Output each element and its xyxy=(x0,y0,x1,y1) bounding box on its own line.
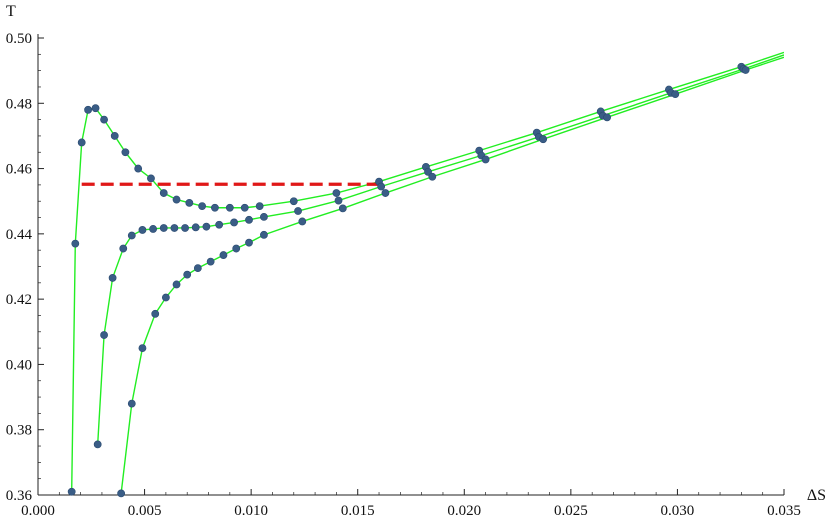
data-point-s3 xyxy=(183,270,192,279)
data-point-s3 xyxy=(381,189,390,197)
data-point-s3 xyxy=(603,113,611,122)
data-point-s1 xyxy=(91,104,100,113)
data-point-s2 xyxy=(108,274,117,282)
data-point-s3 xyxy=(219,251,228,259)
data-point-s1 xyxy=(159,189,168,197)
data-point-s2 xyxy=(202,222,211,231)
data-point-s3 xyxy=(338,204,347,213)
plot-area xyxy=(67,51,784,498)
data-point-s3 xyxy=(260,230,268,239)
data-point-s1 xyxy=(71,239,80,248)
x-tick-label: 0.020 xyxy=(447,503,481,519)
y-tick-label: 0.36 xyxy=(6,488,33,504)
data-point-s3 xyxy=(161,293,170,302)
data-point-s2 xyxy=(100,331,108,339)
y-tick-label: 0.40 xyxy=(6,357,32,373)
data-point-s2 xyxy=(245,215,253,224)
data-point-s2 xyxy=(215,220,224,229)
data-point-s1 xyxy=(77,138,86,147)
series-line-3 xyxy=(120,56,784,494)
data-point-s3 xyxy=(741,66,750,74)
data-point-s2 xyxy=(377,182,386,191)
data-point-s2 xyxy=(230,218,238,227)
data-point-s3 xyxy=(138,344,147,353)
data-point-s3 xyxy=(481,155,490,164)
data-point-s1 xyxy=(289,197,298,206)
data-point-s1 xyxy=(84,105,92,114)
x-tick-label: 0.010 xyxy=(234,503,268,519)
data-point-s1 xyxy=(225,203,234,212)
y-tick-label: 0.42 xyxy=(6,292,32,308)
data-point-s3 xyxy=(117,489,126,498)
data-point-s3 xyxy=(172,280,181,289)
data-point-s2 xyxy=(294,207,302,215)
y-tick-label: 0.38 xyxy=(6,423,32,439)
y-tick-label: 0.44 xyxy=(6,227,33,243)
data-point-s1 xyxy=(172,195,181,204)
data-point-s3 xyxy=(193,264,202,273)
data-point-s2 xyxy=(334,196,343,205)
data-point-s2 xyxy=(93,440,102,449)
x-tick-label: 0.025 xyxy=(554,503,588,519)
data-point-s1 xyxy=(67,487,76,496)
data-point-s2 xyxy=(127,231,136,240)
data-point-s2 xyxy=(191,223,200,232)
data-point-s3 xyxy=(245,238,253,247)
data-point-s1 xyxy=(198,202,207,211)
y-tick-label: 0.46 xyxy=(6,162,33,178)
x-axis-label: ΔS xyxy=(807,487,826,504)
x-tick-label: 0.000 xyxy=(21,503,55,519)
data-point-s3 xyxy=(206,257,215,266)
data-point-s3 xyxy=(539,135,548,144)
data-point-s2 xyxy=(424,167,432,176)
y-axis-label: T xyxy=(6,3,16,20)
data-point-s1 xyxy=(147,174,155,183)
y-tick-label: 0.48 xyxy=(6,96,32,112)
data-point-s3 xyxy=(127,399,136,408)
data-point-s1 xyxy=(332,189,341,197)
data-point-s2 xyxy=(138,226,147,234)
data-point-s2 xyxy=(149,225,157,233)
data-point-s2 xyxy=(260,212,268,221)
data-point-s1 xyxy=(121,148,130,157)
data-point-s3 xyxy=(151,309,160,318)
x-tick-label: 0.035 xyxy=(767,503,801,519)
data-point-s3 xyxy=(671,90,680,99)
y-tick-label: 0.50 xyxy=(6,31,32,47)
data-point-s1 xyxy=(211,203,219,212)
data-point-s1 xyxy=(255,202,264,211)
data-point-s3 xyxy=(298,217,307,226)
data-point-s1 xyxy=(100,115,108,124)
data-point-s2 xyxy=(181,224,189,232)
axes: 0.000 0.005 0.010 0.015 0.020 0.025 0.030 0.035… xyxy=(6,31,801,519)
data-point-s1 xyxy=(134,164,143,173)
series-line-2 xyxy=(96,54,784,445)
x-tick-label: 0.005 xyxy=(128,503,162,519)
data-point-s3 xyxy=(232,244,241,253)
data-point-s1 xyxy=(110,132,119,140)
x-tick-label: 0.030 xyxy=(661,503,695,519)
data-point-s2 xyxy=(119,244,128,253)
series-line-1 xyxy=(70,51,784,492)
data-point-s2 xyxy=(170,224,179,232)
data-point-s1 xyxy=(185,198,194,207)
data-point-s3 xyxy=(428,172,437,181)
x-tick-label: 0.015 xyxy=(341,503,375,519)
data-point-s2 xyxy=(159,224,168,232)
data-point-s1 xyxy=(240,203,249,212)
